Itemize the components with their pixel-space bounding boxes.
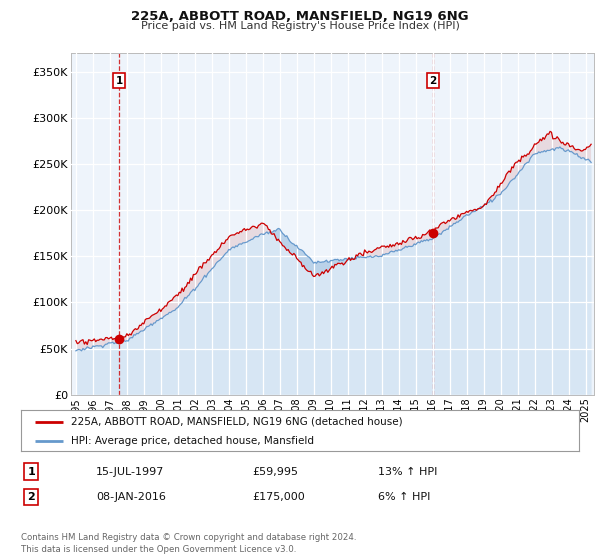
Text: £59,995: £59,995: [252, 466, 298, 477]
Text: 13% ↑ HPI: 13% ↑ HPI: [378, 466, 437, 477]
Text: 225A, ABBOTT ROAD, MANSFIELD, NG19 6NG: 225A, ABBOTT ROAD, MANSFIELD, NG19 6NG: [131, 10, 469, 23]
Text: 1: 1: [115, 76, 122, 86]
Text: HPI: Average price, detached house, Mansfield: HPI: Average price, detached house, Mans…: [71, 436, 314, 446]
Text: 2: 2: [28, 492, 35, 502]
Text: 2: 2: [430, 76, 437, 86]
Text: Price paid vs. HM Land Registry's House Price Index (HPI): Price paid vs. HM Land Registry's House …: [140, 21, 460, 31]
Text: 1: 1: [28, 466, 35, 477]
Text: 08-JAN-2016: 08-JAN-2016: [96, 492, 166, 502]
Text: 15-JUL-1997: 15-JUL-1997: [96, 466, 164, 477]
Text: 225A, ABBOTT ROAD, MANSFIELD, NG19 6NG (detached house): 225A, ABBOTT ROAD, MANSFIELD, NG19 6NG (…: [71, 417, 403, 427]
Text: £175,000: £175,000: [252, 492, 305, 502]
Text: 6% ↑ HPI: 6% ↑ HPI: [378, 492, 430, 502]
Text: Contains HM Land Registry data © Crown copyright and database right 2024.
This d: Contains HM Land Registry data © Crown c…: [21, 533, 356, 554]
